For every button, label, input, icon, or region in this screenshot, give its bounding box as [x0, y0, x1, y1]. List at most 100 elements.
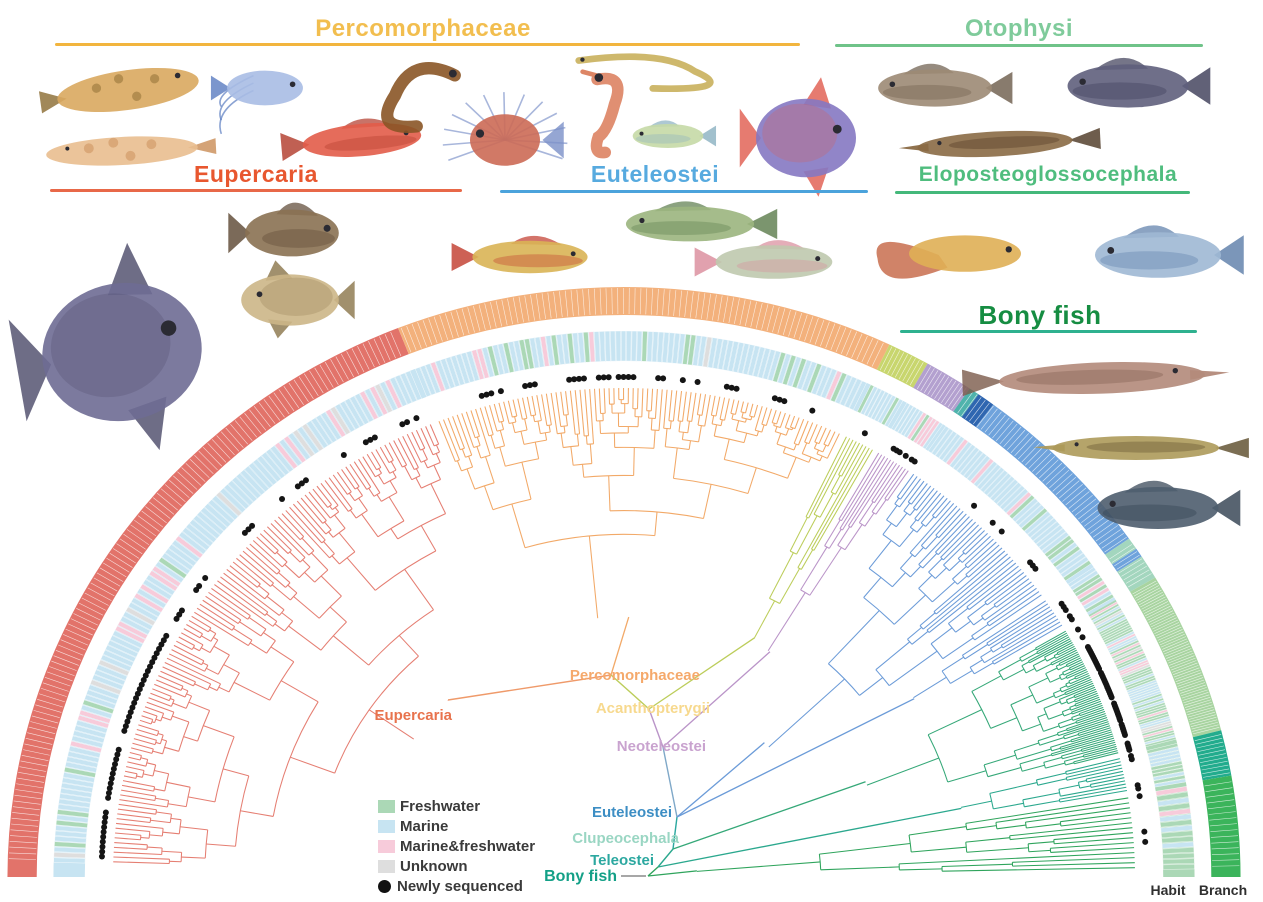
- newly-sequenced-dot: [902, 452, 909, 459]
- newly-sequenced-dot: [776, 396, 783, 403]
- habit-ring-cell: [53, 852, 86, 859]
- habit-ring-cell: [860, 386, 878, 416]
- newly-sequenced-dot: [781, 398, 788, 405]
- newly-sequenced-dot: [989, 519, 996, 526]
- habit-ring-cell: [96, 664, 128, 681]
- newly-sequenced-dot: [196, 582, 203, 589]
- newly-sequenced-dot: [202, 575, 209, 582]
- heading-eloposteoglossocephala: Eloposteoglossocephala: [918, 163, 1178, 186]
- habit-ring-cell: [707, 337, 718, 369]
- habit-ring-cell: [1161, 830, 1194, 838]
- habit-ring-cell: [863, 387, 882, 417]
- newly-sequenced-dot: [771, 395, 778, 402]
- newly-sequenced-dot: [625, 374, 632, 381]
- newly-sequenced-dot: [109, 770, 116, 777]
- newly-sequenced-dot: [1141, 828, 1148, 835]
- habit-ring-cell: [727, 341, 739, 372]
- habit-ring-cell: [712, 338, 723, 369]
- habit-ring-cell: [1069, 570, 1099, 591]
- eupercaria-underline: [50, 189, 462, 192]
- habit-ring-cell: [856, 384, 875, 414]
- habit-ring-cell: [405, 370, 422, 401]
- habit-ring-cell: [430, 361, 446, 392]
- habit-ring-cell: [1136, 706, 1168, 719]
- habit-ring-cell: [62, 772, 95, 783]
- bony-fish-underline: [900, 330, 1197, 333]
- habit-ring-cell: [1052, 545, 1081, 568]
- habit-ring-cell: [122, 611, 153, 631]
- newly-sequenced-dot: [413, 415, 420, 422]
- habit-ring-cell: [445, 356, 460, 388]
- habit-ring-cell: [364, 388, 384, 418]
- habit-ring-cell: [1157, 797, 1190, 807]
- newly-sequenced-dot: [605, 374, 612, 381]
- newly-sequenced-dot: [733, 385, 740, 392]
- illustration-tonguefish: [46, 136, 217, 166]
- habit-ring-cell: [1096, 614, 1126, 631]
- habit-ring-cell: [1141, 723, 1173, 734]
- habit-ring-cell: [84, 694, 116, 710]
- newly-sequenced-dot: [302, 477, 309, 484]
- habit-ring-cell: [757, 347, 771, 379]
- habit-ring-cell: [125, 606, 156, 626]
- habit-ring-cell: [1105, 631, 1135, 647]
- habit-ring-cell: [1142, 727, 1174, 739]
- habit-ring-cell: [825, 370, 843, 401]
- habit-ring-cell: [717, 339, 729, 370]
- habit-ring-cell: [1063, 560, 1092, 582]
- habit-ring-cell: [492, 344, 505, 376]
- habit-ring-cell: [1084, 593, 1115, 613]
- illustration-bichir: [1033, 436, 1249, 460]
- newly-sequenced-dot: [113, 756, 120, 763]
- eloposteoglossocephala-underline: [895, 191, 1190, 194]
- habit-ring-cell: [1149, 753, 1181, 764]
- newly-sequenced-dot: [399, 421, 406, 428]
- illustration-ricefish: [632, 120, 717, 148]
- habit-ring-cell: [92, 674, 124, 691]
- newly-sequenced-dot: [694, 378, 701, 385]
- habit-ring-cell: [74, 725, 107, 739]
- habit-ring-cell: [1135, 704, 1167, 717]
- habit-ring-cell: [931, 428, 954, 456]
- habit-ring-cell: [661, 332, 670, 363]
- habit-ring-cell: [139, 583, 170, 605]
- habit-ring-cell: [54, 836, 87, 844]
- habit-ring-cell: [75, 720, 108, 734]
- habit-ring-cell: [1027, 514, 1054, 538]
- habit-ring-cell: [1133, 700, 1165, 713]
- habit-ring-cell: [223, 484, 250, 510]
- habit-ring-cell: [891, 402, 911, 431]
- habit-ring-cell: [844, 378, 862, 409]
- habit-ring-cell: [641, 331, 648, 362]
- habit-ring-cell: [1138, 713, 1170, 726]
- habit-ring-cell: [906, 412, 927, 440]
- habit-ring-cell: [71, 735, 104, 749]
- habit-ring-cell: [996, 482, 1022, 508]
- illustration-golden-char: [451, 235, 588, 274]
- habit-ring-cell: [913, 416, 934, 444]
- illustration-tarpon: [1095, 225, 1244, 278]
- illustration-coelacanth: [1097, 480, 1241, 529]
- habit-ring-cell: [1030, 517, 1057, 541]
- habit-ring-cell: [175, 535, 204, 559]
- habit-ring-cell: [265, 448, 290, 476]
- habit-ring-cell: [966, 455, 991, 482]
- habit-ring-cell: [440, 358, 456, 389]
- habit-ring-cell: [572, 332, 580, 364]
- newly-sequenced-dot: [809, 407, 816, 414]
- habit-ring-cell: [80, 704, 113, 719]
- habit-ring-cell: [762, 349, 776, 380]
- newly-sequenced-dot: [129, 704, 136, 711]
- habit-ring-cell: [1098, 618, 1128, 635]
- habit-ring-cell: [636, 330, 643, 362]
- habit-ring-cell: [1111, 644, 1142, 660]
- habit-ring-cell: [938, 433, 961, 461]
- habit-ring-cell: [57, 804, 90, 813]
- habit-ring-cell: [161, 552, 191, 575]
- habit-ring-cell: [481, 346, 495, 378]
- habit-ring-cell: [1162, 864, 1195, 870]
- habit-ring-cell: [1154, 778, 1187, 788]
- habit-ring-cell: [550, 334, 560, 366]
- newly-sequenced-dot: [115, 746, 122, 753]
- habit-ring-cell: [835, 374, 853, 405]
